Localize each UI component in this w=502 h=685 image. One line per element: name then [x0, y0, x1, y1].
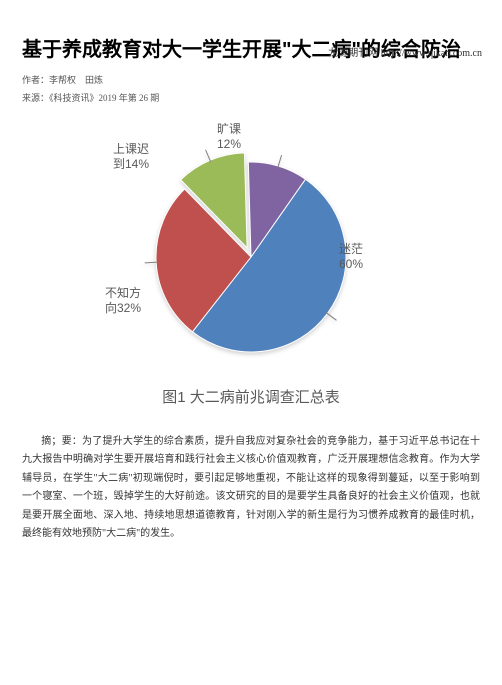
leader-line: [206, 150, 211, 162]
slice-label-kuangke: 旷课12%: [217, 122, 241, 152]
leader-line: [326, 312, 337, 320]
article-source: 来源：《科技资讯》2019 年第 26 期: [22, 91, 480, 105]
slice-label-shangkechi: 上课迟到14%: [113, 142, 149, 172]
abstract-text: 摘；要：为了提升大学生的综合素质，提升自我应对复杂社会的竞争能力，基于习近平总书…: [22, 433, 480, 544]
slice-label-buzhifangxiang: 不知方向32%: [105, 286, 141, 316]
slice-label-mimang: 迷茫60%: [339, 242, 363, 272]
article-author: 作者：李帮权 田炼: [22, 73, 480, 87]
pie-chart: 迷茫60% 不知方向32% 上课迟到14% 旷课12% 图1 大二病前兆调查汇总…: [91, 134, 411, 407]
chart-caption: 图1 大二病前兆调查汇总表: [91, 386, 411, 407]
site-header-link: 龙源期刊网 http://www.qikan.com.cn: [328, 44, 482, 59]
